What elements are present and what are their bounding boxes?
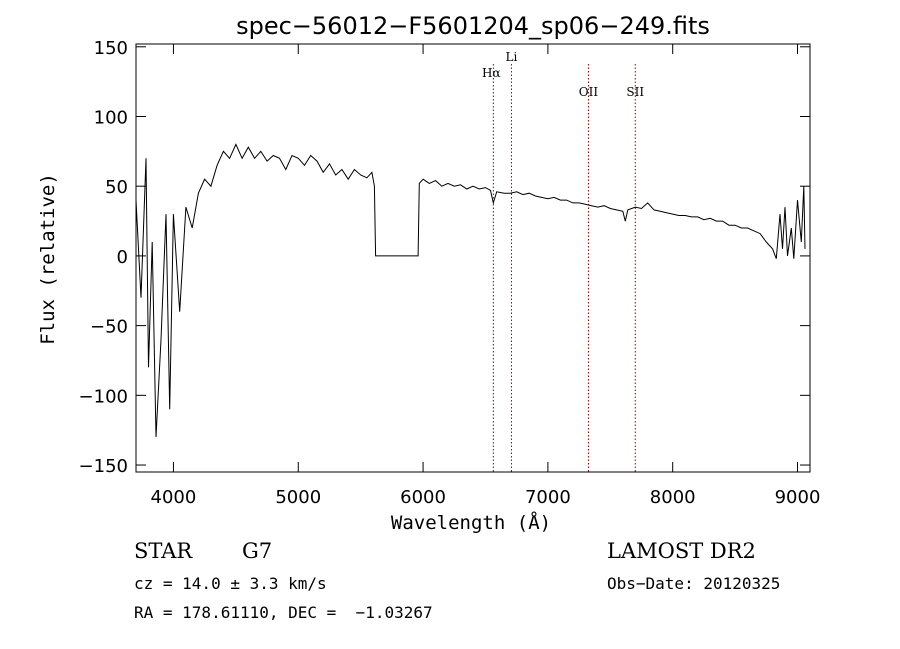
y-tick-label: 150	[94, 38, 128, 59]
x-tick-label: 6000	[400, 487, 446, 508]
coordinates-readout: RA = 178.61110, DEC = −1.03267	[134, 603, 433, 622]
redshift-readout: cz = 14.0 ± 3.3 km/s	[134, 574, 327, 593]
spectral-line-label: SII	[626, 85, 644, 99]
observation-date: Obs−Date: 20120325	[607, 574, 781, 593]
spectral-line-markers: Hα Li OII SII	[482, 50, 644, 472]
y-tick-label: −100	[79, 386, 128, 407]
y-tick-label: −50	[90, 317, 128, 338]
x-tick-label: 4000	[151, 487, 197, 508]
object-subclass: G7	[242, 539, 273, 563]
x-tick-label: 7000	[525, 487, 571, 508]
y-tick-label: 50	[105, 177, 128, 198]
survey-name: LAMOST DR2	[607, 539, 756, 563]
x-axis-label: Wavelength (Å)	[391, 511, 551, 534]
spectrum-line	[135, 143, 806, 438]
plot-frame	[135, 43, 811, 473]
y-tick-label: 0	[117, 247, 128, 268]
y-tick-label: 100	[94, 107, 128, 128]
spectral-line-label: OII	[579, 85, 599, 99]
chart-title: spec−56012−F5601204_sp06−249.fits	[236, 12, 710, 40]
object-class: STAR	[134, 539, 193, 563]
y-axis-label: Flux (relative)	[37, 173, 59, 345]
spectral-line-label: Hα	[482, 66, 501, 80]
x-tick-label: 8000	[650, 487, 696, 508]
spectral-line-label: Li	[506, 50, 518, 64]
spectrum-series	[135, 143, 806, 438]
x-tick-label: 5000	[275, 487, 321, 508]
x-tick-label: 9000	[775, 487, 821, 508]
y-tick-label: −150	[79, 456, 128, 477]
axis-ticks: 4000 5000 6000 7000 8000 9000 150 100 50 0 −50 −100…	[79, 38, 821, 508]
